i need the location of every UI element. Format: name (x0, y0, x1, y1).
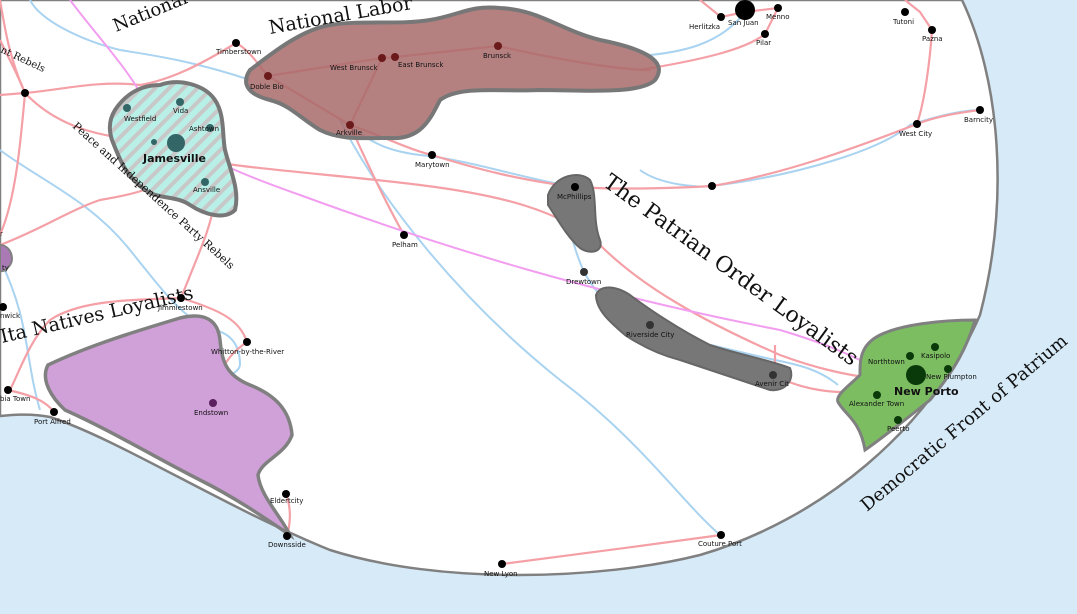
town-dot[interactable] (761, 30, 769, 38)
label-ashtown: Ashtown (189, 125, 219, 133)
town-dot[interactable] (201, 178, 209, 186)
town-dot[interactable] (913, 120, 921, 128)
label-west-city: West City (899, 130, 932, 138)
label-bia-town: bia Town (0, 395, 30, 403)
label-west-brunsck: West Brunsck (330, 64, 378, 72)
label-new-porto: New Porto (894, 385, 959, 398)
town-markers (0, 0, 984, 568)
town-dot[interactable] (774, 4, 782, 12)
town-dot[interactable] (769, 371, 777, 379)
town-dot[interactable] (167, 134, 185, 152)
town-dot[interactable] (232, 39, 240, 47)
town-dot[interactable] (571, 183, 579, 191)
label-herlitzka: Herlitzka (689, 23, 720, 31)
label-brunsck: Brunsck (483, 52, 512, 60)
town-dot[interactable] (21, 89, 29, 97)
town-dot[interactable] (283, 532, 291, 540)
label-timberstown: Timberstown (215, 48, 261, 56)
town-dot[interactable] (209, 399, 217, 407)
town-dot[interactable] (976, 106, 984, 114)
town-dot[interactable] (717, 13, 725, 21)
town-dot[interactable] (378, 54, 386, 62)
label-westfield: Westfield (124, 115, 156, 123)
label-barncity: Barncity (964, 116, 993, 124)
town-dot[interactable] (151, 139, 157, 145)
label-alexander-town: Alexander Town (849, 400, 904, 408)
label-drewtown: Drewtown (566, 278, 601, 286)
label-avenir-city: Avenir Cit (755, 380, 789, 388)
label-eldertcity: Eldertcity (270, 497, 303, 505)
label-marytown: Marytown (415, 161, 450, 169)
town-dot[interactable] (391, 53, 399, 61)
region-national-labor[interactable] (244, 5, 661, 141)
label-port-alfred: Port Alfred (34, 418, 71, 426)
town-dot[interactable] (264, 72, 272, 80)
town-dot[interactable] (646, 321, 654, 329)
town-dot[interactable] (906, 365, 926, 385)
label-nwick: nwick (0, 312, 21, 320)
town-dot[interactable] (901, 8, 909, 16)
town-dot[interactable] (0, 303, 7, 311)
label-ty: ty (2, 264, 9, 272)
label-pilar: Pilar (756, 39, 771, 47)
town-dot[interactable] (346, 121, 354, 129)
town-dot[interactable] (873, 391, 881, 399)
region-patrian-order-riverside[interactable] (594, 286, 793, 392)
label-jimmiestown: Jimmiestown (157, 304, 203, 312)
town-dot[interactable] (580, 268, 588, 276)
label-whitton: Whitton-by-the-River (211, 348, 284, 356)
town-dot[interactable] (717, 531, 725, 539)
town-dot[interactable] (177, 294, 185, 302)
label-jamesville: Jamesville (142, 152, 206, 165)
label-menno: Menno (766, 13, 790, 21)
label-pazna: Pazna (922, 35, 943, 43)
label-downsside: Downsside (268, 541, 306, 549)
town-dot[interactable] (206, 124, 214, 132)
town-dot[interactable] (894, 416, 902, 424)
region-democratic-front[interactable] (836, 318, 977, 453)
label-pelham: Pelham (392, 241, 418, 249)
town-dot[interactable] (928, 26, 936, 34)
town-dot[interactable] (498, 560, 506, 568)
label-peerto: Peerto (887, 425, 910, 433)
town-dot[interactable] (494, 42, 502, 50)
town-dot[interactable] (176, 98, 184, 106)
label-mcphillips: McPhillips (557, 193, 592, 201)
town-dot[interactable] (931, 343, 939, 351)
town-dot[interactable] (282, 490, 290, 498)
town-dot[interactable] (243, 338, 251, 346)
town-dot[interactable] (123, 104, 131, 112)
label-vida: Vida (173, 107, 188, 115)
label-r: r (0, 230, 3, 238)
town-dot[interactable] (428, 151, 436, 159)
label-east-brunsck: East Brunsck (398, 61, 444, 69)
town-dot[interactable] (906, 352, 914, 360)
town-dot[interactable] (735, 0, 755, 20)
label-san-juan: San Juan (728, 19, 759, 27)
label-couture-port: Couture Port (698, 540, 742, 548)
town-dot[interactable] (708, 182, 716, 190)
label-new-plumpton: New Plumpton (926, 373, 977, 381)
town-labels: Timberstown Doble Bio West Brunsck East … (0, 13, 993, 578)
label-northtown: Northtown (868, 358, 905, 366)
town-dot[interactable] (944, 365, 952, 373)
label-tutoni: Tutoni (892, 18, 914, 26)
label-riverside-city: Riverside City (626, 331, 674, 339)
region-patrian-order-mcphillips[interactable] (547, 174, 602, 253)
label-arkville: Arkville (336, 129, 362, 137)
label-doble-bio: Doble Bio (250, 83, 284, 91)
label-endstown: Endstown (194, 409, 228, 417)
label-new-lyon: New Lyon (484, 570, 518, 578)
label-ansville: Ansville (193, 186, 220, 194)
region-ita-natives[interactable] (43, 314, 295, 541)
town-dot[interactable] (4, 386, 12, 394)
town-dot[interactable] (400, 231, 408, 239)
town-dot[interactable] (50, 408, 58, 416)
label-kasipolo: Kasipolo (921, 352, 950, 360)
region-left-purple (0, 243, 13, 273)
